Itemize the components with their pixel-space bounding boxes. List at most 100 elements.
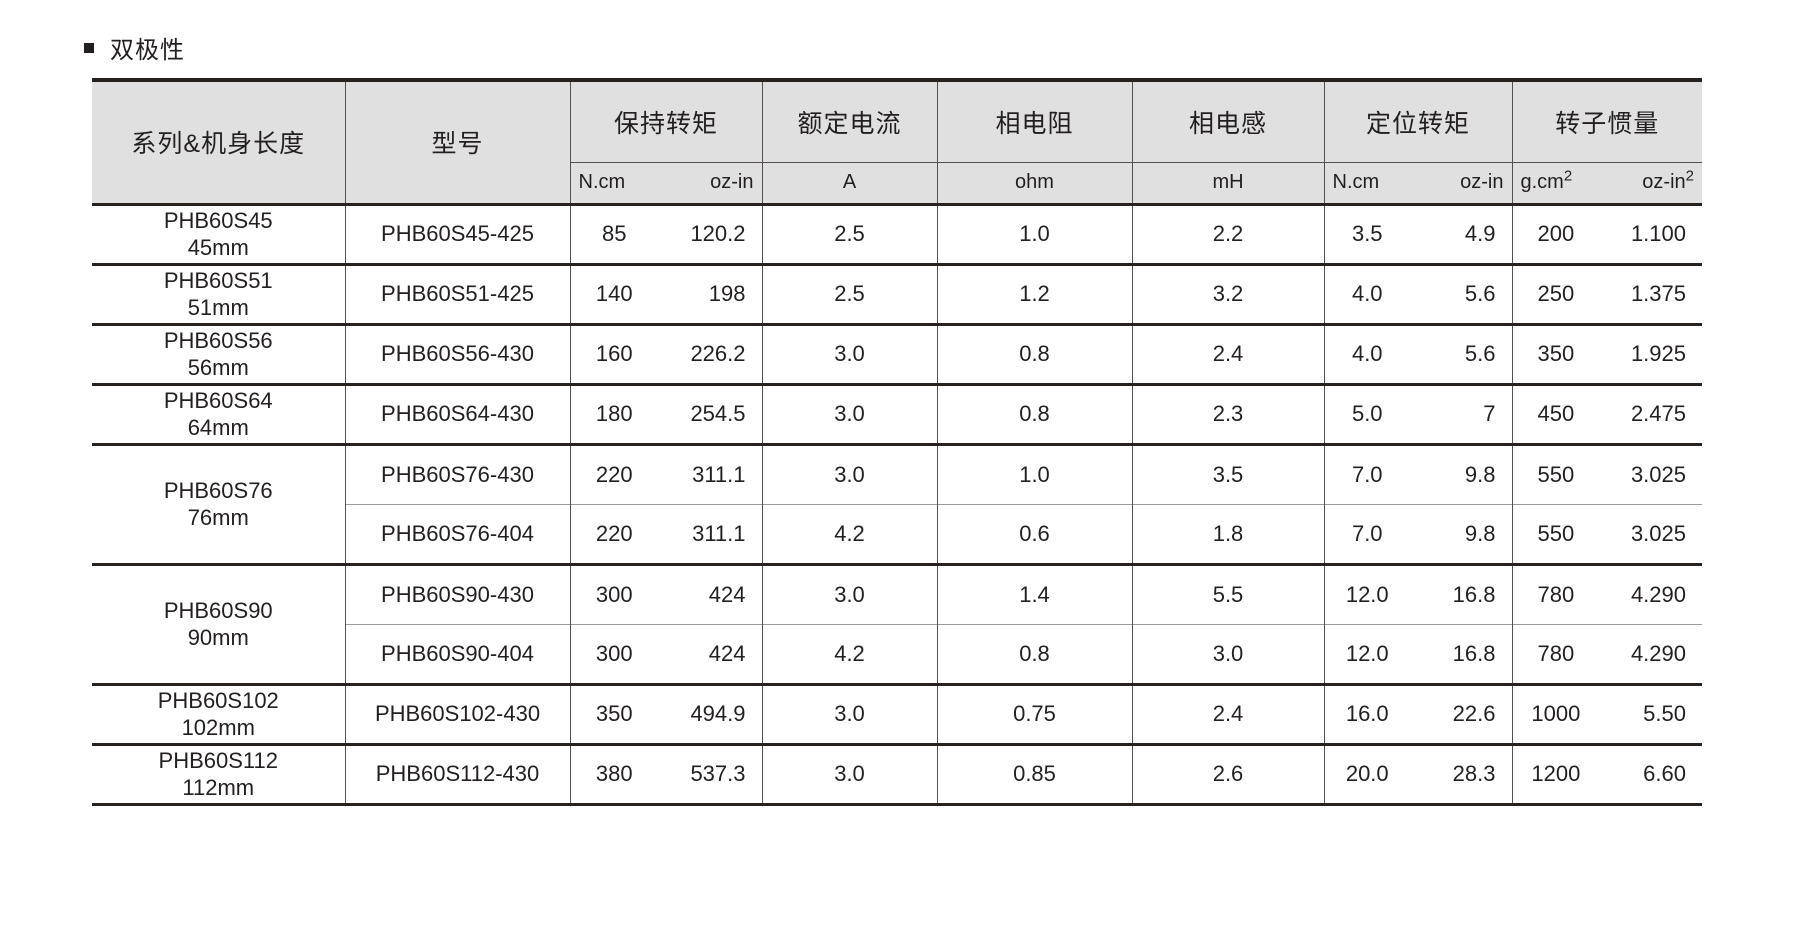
series-length: 45mm xyxy=(187,235,249,260)
phase-resistance-cell: 0.6 xyxy=(936,503,1132,564)
inertia-ozin2-value: 5.50 xyxy=(1643,701,1686,726)
unit-superscript: 2 xyxy=(1563,167,1573,185)
table-row: PHB60S76 76mm PHB60S76-430 220 311.1 3.0 1… xyxy=(92,442,1702,564)
series-name: PHB60S64 xyxy=(163,387,273,413)
series-cell: PHB60S76 76mm xyxy=(92,442,345,564)
inertia-gcm2-value: 780 xyxy=(1537,581,1575,607)
holding-ozin-value: 120.2 xyxy=(690,221,746,246)
phase-inductance-cell: 3.0 xyxy=(1131,623,1324,684)
inertia-gcm2-value: 780 xyxy=(1537,640,1575,666)
rated-current-cell: 3.0 xyxy=(761,562,937,624)
holding-torque-cell: 140 198 xyxy=(569,262,762,324)
holding-ozin-value: 424 xyxy=(708,640,746,666)
holding-ozin-value: 311.1 xyxy=(692,461,746,487)
detent-torque-cell: 4.0 5.6 xyxy=(1323,262,1512,324)
holding-torque-cell: 380 537.3 xyxy=(569,742,762,804)
rated-current-cell: 4.2 xyxy=(761,623,937,684)
detent-ncm-value: 3.5 xyxy=(1351,221,1383,246)
detent-ozin-value: 28.3 xyxy=(1452,761,1496,786)
model-cell: PHB60S76-404 xyxy=(344,503,570,564)
detent-torque-cell: 7.0 9.8 xyxy=(1323,442,1512,504)
model-cell: PHB60S102-430 xyxy=(344,682,570,744)
rotor-inertia-cell: 550 3.025 xyxy=(1511,503,1702,564)
detent-torque-cell: 4.0 5.6 xyxy=(1323,322,1512,384)
holding-torque-cell: 220 311.1 xyxy=(569,442,762,504)
series-length: 90mm xyxy=(187,625,249,650)
phase-resistance-units-cell: ohm xyxy=(936,161,1132,206)
phase-resistance-cell: 1.4 xyxy=(936,562,1132,624)
holding-torque-cell: 85 120.2 xyxy=(569,202,762,264)
model-cell: PHB60S64-430 xyxy=(344,382,570,444)
inertia-ozin2-value: 4.290 xyxy=(1630,640,1686,666)
phase-inductance-cell: 2.6 xyxy=(1131,742,1324,804)
rated-current-cell: 3.0 xyxy=(761,742,937,804)
phase-resistance-cell: 0.8 xyxy=(936,382,1132,444)
series-cell: PHB60S64 64mm xyxy=(92,382,345,444)
holding-torque-cell: 300 424 xyxy=(569,562,762,624)
detent-ncm-value: 12.0 xyxy=(1345,640,1389,666)
phase-resistance-cell: 0.75 xyxy=(936,682,1132,744)
unit-label-ncm: N.cm xyxy=(1332,171,1380,193)
phase-resistance-cell: 0.8 xyxy=(936,322,1132,384)
rated-current-cell: 2.5 xyxy=(761,262,937,324)
unit-label-ozin: oz-in xyxy=(1460,171,1504,193)
detent-ozin-value: 4.9 xyxy=(1464,221,1496,246)
unit-label-gcm2: g.cm2 xyxy=(1513,168,1607,194)
holding-ncm-value: 300 xyxy=(595,640,633,666)
detent-torque-cell: 20.0 28.3 xyxy=(1323,742,1512,804)
rotor-inertia-cell: 350 1.925 xyxy=(1511,322,1702,384)
holding-ncm-value: 380 xyxy=(595,761,633,786)
detent-ozin-value: 16.8 xyxy=(1452,640,1496,666)
rated-current-cell: 3.0 xyxy=(761,322,937,384)
inertia-ozin2-value: 2.475 xyxy=(1630,401,1686,426)
header-row-units: N.cm oz-in A ohm mH N.cm oz-in g.cm2 xyxy=(92,161,1702,206)
detent-ncm-value: 7.0 xyxy=(1351,461,1383,487)
series-name: PHB60S102 xyxy=(157,687,279,713)
rotor-inertia-cell: 780 4.290 xyxy=(1511,562,1702,624)
phase-resistance-cell: 1.2 xyxy=(936,262,1132,324)
col-header-phase-inductance: 相电感 xyxy=(1131,80,1324,162)
inertia-ozin2-value: 1.375 xyxy=(1630,281,1686,306)
detent-ncm-value: 20.0 xyxy=(1345,761,1389,786)
rotor-inertia-cell: 550 3.025 xyxy=(1511,442,1702,504)
rotor-inertia-cell: 1200 6.60 xyxy=(1511,742,1702,804)
col-header-rated-current: 额定电流 xyxy=(761,80,937,162)
holding-ncm-value: 140 xyxy=(595,281,633,306)
holding-torque-cell: 160 226.2 xyxy=(569,322,762,384)
table-row: PHB60S112 112mm PHB60S112-430 380 537.3 3.… xyxy=(92,742,1702,804)
col-header-rotor-inertia: 转子惯量 xyxy=(1511,80,1702,162)
col-header-phase-resistance: 相电阻 xyxy=(936,80,1132,162)
series-length: 64mm xyxy=(187,415,249,440)
inertia-gcm2-value: 1200 xyxy=(1531,761,1581,786)
col-header-model: 型号 xyxy=(344,80,570,204)
detent-torque-cell: 16.0 22.6 xyxy=(1323,682,1512,744)
header-row-main: 系列&机身长度 型号 保持转矩 额定电流 相电阻 相电感 定位转矩 转子惯量 xyxy=(92,80,1702,204)
detent-torque-cell: 5.0 7 xyxy=(1323,382,1512,444)
series-length: 112mm xyxy=(182,775,255,800)
detent-torque-cell: 12.0 16.8 xyxy=(1323,562,1512,624)
holding-ozin-value: 254.5 xyxy=(690,401,746,426)
phase-inductance-cell: 2.4 xyxy=(1131,322,1324,384)
phase-inductance-cell: 2.2 xyxy=(1131,202,1324,264)
series-length: 56mm xyxy=(187,355,249,380)
rotor-inertia-cell: 200 1.100 xyxy=(1511,202,1702,264)
phase-inductance-cell: 2.3 xyxy=(1131,382,1324,444)
holding-torque-cell: 220 311.1 xyxy=(569,503,762,564)
bullet-square-icon xyxy=(84,42,94,53)
table-row: PHB60S90 90mm PHB60S90-430 300 424 3.0 1.4… xyxy=(92,562,1702,684)
holding-torque-units-cell: N.cm oz-in xyxy=(569,161,762,206)
holding-ncm-value: 85 xyxy=(602,221,627,246)
detent-ncm-value: 7.0 xyxy=(1351,520,1383,546)
rotor-inertia-cell: 780 4.290 xyxy=(1511,623,1702,684)
phase-resistance-cell: 1.0 xyxy=(936,202,1132,264)
inertia-gcm2-value: 250 xyxy=(1537,281,1575,306)
inertia-gcm2-value: 550 xyxy=(1537,461,1575,487)
detent-torque-cell: 7.0 9.8 xyxy=(1323,503,1512,564)
rated-current-cell: 3.0 xyxy=(761,682,937,744)
holding-ncm-value: 220 xyxy=(595,461,633,487)
phase-inductance-cell: 3.2 xyxy=(1131,262,1324,324)
holding-torque-cell: 180 254.5 xyxy=(569,382,762,444)
model-cell: PHB60S51-425 xyxy=(344,262,570,324)
series-cell: PHB60S112 112mm xyxy=(92,742,345,804)
rated-current-units-cell: A xyxy=(761,161,937,206)
